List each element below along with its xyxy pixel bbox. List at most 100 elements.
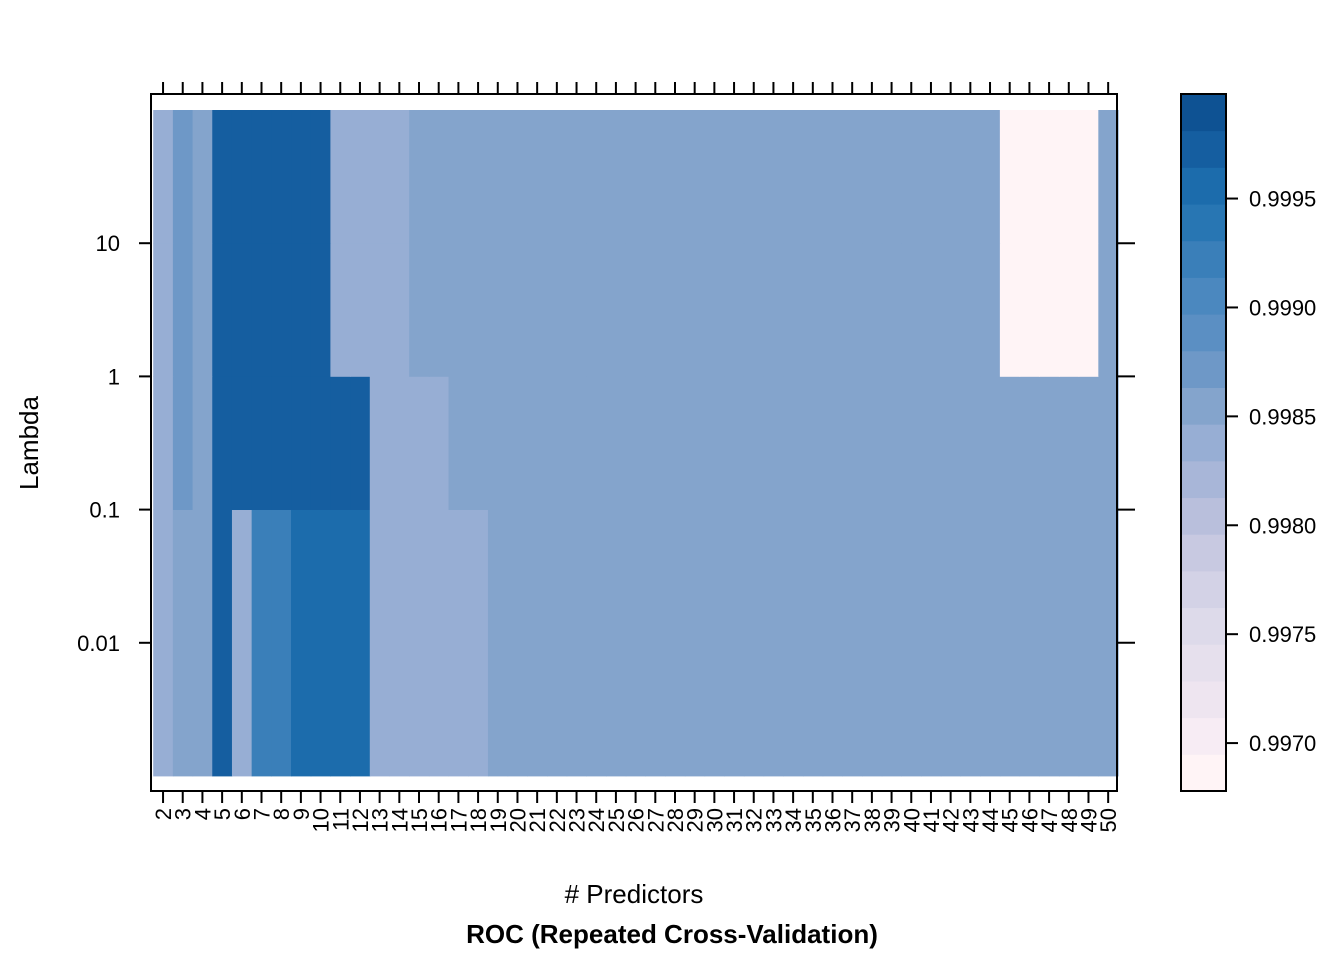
heatmap-cell (330, 243, 351, 377)
x-tick-label: 23 (565, 808, 590, 832)
heatmap-cell (960, 243, 981, 377)
x-tick-label: 13 (368, 808, 393, 832)
heatmap-cell (487, 110, 509, 244)
heatmap-cell (960, 376, 981, 510)
colorbar-swatch (1181, 754, 1226, 792)
heatmap-cell (625, 110, 647, 244)
heatmap-cell (901, 509, 922, 777)
heatmap-cell (684, 243, 706, 377)
heatmap-cell (802, 110, 824, 244)
colorbar-swatch (1181, 424, 1226, 462)
heatmap-cell (645, 376, 666, 510)
heatmap-cell (980, 509, 1001, 777)
plot-frame (150, 93, 1118, 792)
tick-labels: 0.9970 0.9975 0.9980 0.9985 0.9990 0.9995 0.01… (77, 187, 1316, 833)
heatmap-cell (842, 243, 863, 377)
x-tick-label: 8 (269, 808, 294, 820)
heatmap-cell (665, 509, 686, 777)
x-tick-label: 7 (249, 808, 274, 820)
heatmap-cell (881, 110, 903, 244)
heatmap-cell (645, 243, 666, 377)
heatmap-cell (606, 376, 627, 510)
colorbar-swatch (1181, 167, 1226, 205)
heatmap-cell (999, 243, 1021, 377)
colorbar (1181, 94, 1226, 792)
heatmap-cell (862, 243, 883, 377)
heatmap-cell (566, 509, 587, 777)
heatmap-cell (704, 509, 725, 777)
heatmap-cell (1058, 110, 1080, 244)
heatmap-cell (172, 376, 194, 510)
heatmap-cell (999, 110, 1021, 244)
heatmap-cell (231, 376, 253, 510)
heatmap-cell (881, 509, 903, 777)
heatmap-cell (231, 110, 253, 244)
heatmap-cell (428, 509, 450, 777)
heatmap-cell (409, 243, 430, 377)
colorbar-swatch (1181, 350, 1226, 388)
colorbar-swatch (1181, 240, 1226, 278)
heatmap-cell (369, 376, 391, 510)
heatmap-cell (507, 376, 528, 510)
x-tick-label: 5 (210, 808, 235, 820)
heatmap-cell (901, 243, 922, 377)
heatmap-cell (448, 376, 469, 510)
heatmap-cell (389, 110, 410, 244)
heatmap-cell (507, 243, 528, 377)
heatmap-cell (527, 509, 548, 777)
x-tick-label: 15 (407, 808, 432, 832)
heatmap-cell (625, 243, 647, 377)
x-tick-label: 20 (505, 808, 530, 832)
colorbar-swatch (1181, 497, 1226, 535)
heatmap-cell (350, 376, 371, 510)
colorbar-swatch (1181, 717, 1226, 755)
x-tick-label: 30 (702, 808, 727, 832)
heatmap-cell (566, 110, 587, 244)
x-tick-label: 28 (663, 808, 688, 832)
heatmap-cell (527, 110, 548, 244)
heatmap-cell (566, 376, 587, 510)
heatmap-cell (153, 376, 174, 510)
x-tick-label: 32 (742, 808, 767, 832)
heatmap-cell (665, 243, 686, 377)
heatmap-cell (468, 110, 489, 244)
x-tick-label: 40 (899, 808, 924, 832)
heatmap-cell (763, 376, 784, 510)
heatmap-cell (645, 509, 666, 777)
heatmap-cell (291, 110, 312, 244)
heatmap-cell (684, 110, 706, 244)
heatmap-cell (389, 243, 410, 377)
x-tick-label: 24 (584, 808, 609, 832)
colorbar-tick-label: 0.9990 (1249, 295, 1316, 320)
colorbar-tick-label: 0.9970 (1249, 731, 1316, 756)
heatmap-cell (271, 243, 292, 377)
heatmap-cell (921, 110, 942, 244)
heatmap-cell (1078, 509, 1099, 777)
heatmap-cell (862, 376, 883, 510)
heatmap-cell (547, 376, 568, 510)
y-tick-label: 0.1 (89, 498, 120, 523)
heatmap-cell (468, 509, 489, 777)
heatmap-cell (606, 110, 627, 244)
heatmap-cell (547, 509, 568, 777)
heatmap-cell (1039, 110, 1060, 244)
heatmap-cell (330, 110, 351, 244)
heatmap-cell (468, 243, 489, 377)
y-tick-label: 1 (108, 364, 120, 389)
colorbar-tick-label: 0.9980 (1249, 513, 1316, 538)
heatmap-cell (527, 243, 548, 377)
heatmap-cell (487, 243, 509, 377)
chart-subtitle: ROC (Repeated Cross-Validation) (466, 919, 878, 949)
heatmap-cell (704, 376, 725, 510)
x-tick-label: 44 (978, 808, 1003, 832)
colorbar-tick-label: 0.9985 (1249, 404, 1316, 429)
heatmap-cell (1078, 376, 1099, 510)
heatmap-cell (547, 243, 568, 377)
heatmap-cell (291, 509, 312, 777)
heatmap-cell (940, 376, 962, 510)
heatmap-cell (1039, 243, 1060, 377)
x-tick-label: 10 (309, 808, 334, 832)
colorbar-swatch (1181, 534, 1226, 572)
x-tick-label: 31 (722, 808, 747, 832)
x-tick-label: 11 (328, 808, 353, 831)
